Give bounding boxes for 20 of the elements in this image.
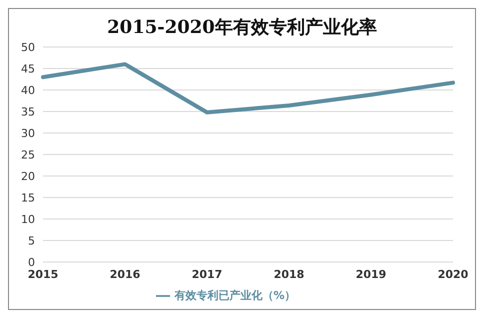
y-tick-label: 45 bbox=[21, 62, 35, 76]
line-series bbox=[41, 62, 455, 114]
x-tick-label: 2018 bbox=[274, 268, 304, 281]
y-tick-label: 5 bbox=[28, 234, 35, 248]
y-tick-label: 0 bbox=[28, 256, 35, 269]
x-tick-label: 2017 bbox=[192, 268, 222, 281]
y-tick-label: 30 bbox=[21, 126, 35, 140]
legend-label: 有效专利已产业化（%） bbox=[174, 289, 296, 302]
y-tick-label: 25 bbox=[21, 148, 35, 162]
x-tick-label: 2019 bbox=[356, 268, 386, 281]
y-tick-label: 35 bbox=[21, 105, 35, 118]
chart-title: 2015-2020年有效专利产业化率 bbox=[106, 16, 378, 39]
y-tick-label: 40 bbox=[21, 84, 35, 97]
x-tick-label: 2015 bbox=[28, 268, 58, 281]
x-tick-label: 2020 bbox=[438, 268, 469, 281]
y-tick-label: 15 bbox=[21, 191, 35, 204]
x-tick-label: 2016 bbox=[110, 268, 141, 281]
y-tick-label: 20 bbox=[21, 170, 35, 183]
y-tick-label: 50 bbox=[21, 40, 35, 54]
y-tick-label: 10 bbox=[21, 212, 35, 226]
